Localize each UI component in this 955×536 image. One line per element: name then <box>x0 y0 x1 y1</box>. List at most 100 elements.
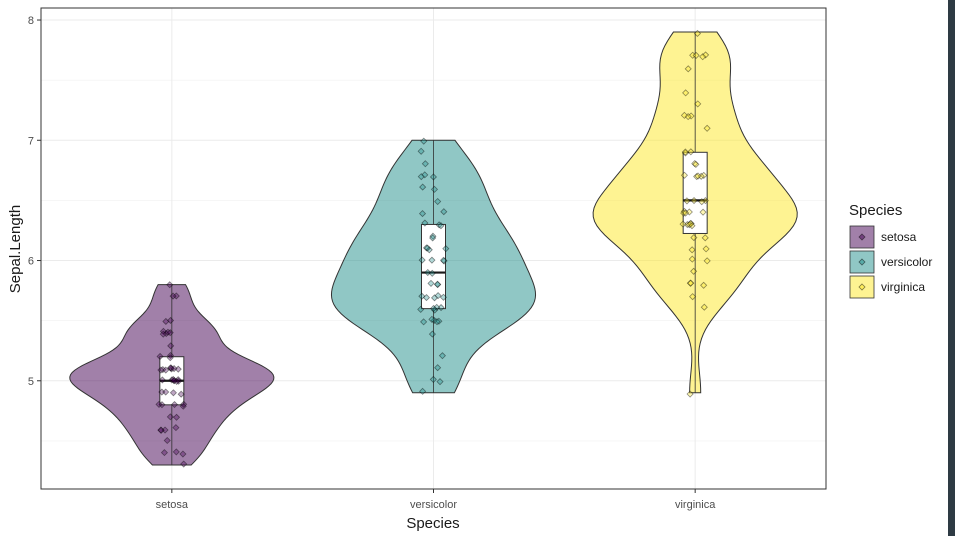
point-virginica <box>689 51 697 59</box>
point-virginica <box>685 221 693 229</box>
point-versicolor <box>442 245 450 253</box>
point-versicolor <box>428 330 436 338</box>
point-setosa <box>155 400 163 408</box>
point-virginica <box>688 222 696 230</box>
point-virginica <box>680 209 688 217</box>
point-setosa <box>169 292 177 300</box>
point-virginica <box>679 220 687 228</box>
y-tick-label: 5 <box>28 376 34 388</box>
point-versicolor <box>420 318 428 326</box>
point-versicolor <box>421 171 429 179</box>
point-setosa <box>162 388 170 396</box>
point-versicolor <box>429 232 437 240</box>
point-setosa <box>166 281 174 289</box>
point-versicolor <box>434 197 442 206</box>
point-setosa <box>172 413 181 421</box>
point-setosa <box>170 376 178 385</box>
point-versicolor <box>433 318 441 326</box>
point-setosa <box>168 365 176 373</box>
point-setosa <box>169 375 177 383</box>
point-versicolor <box>437 303 445 312</box>
point-setosa <box>166 413 174 421</box>
point-virginica <box>692 51 700 60</box>
x-tick-label: virginica <box>675 499 716 511</box>
point-virginica <box>694 100 702 108</box>
point-virginica <box>680 171 688 179</box>
point-versicolor <box>430 294 439 302</box>
point-versicolor <box>421 219 429 227</box>
point-virginica <box>682 89 690 97</box>
point-versicolor <box>439 293 448 301</box>
point-virginica <box>691 160 699 168</box>
point-virginica <box>690 196 698 205</box>
point-virginica <box>686 390 694 398</box>
point-setosa <box>157 366 165 374</box>
legend: Species setosa versicolor virginica <box>849 202 932 299</box>
point-versicolor <box>418 292 426 300</box>
window-edge-bar <box>948 0 955 536</box>
y-tick-label: 6 <box>28 256 34 268</box>
point-setosa <box>159 330 167 338</box>
point-virginica <box>681 149 690 157</box>
point-virginica <box>700 303 708 311</box>
point-versicolor <box>435 221 443 229</box>
point-setosa <box>172 448 180 456</box>
point-virginica <box>702 51 710 59</box>
point-versicolor <box>419 387 427 395</box>
point-versicolor <box>419 183 427 191</box>
point-versicolor <box>440 208 448 216</box>
point-versicolor <box>437 222 445 230</box>
point-setosa <box>170 365 178 373</box>
point-virginica <box>699 53 707 61</box>
boxplots-layer <box>159 32 708 465</box>
point-setosa <box>159 366 167 374</box>
point-versicolor <box>420 137 428 145</box>
point-setosa <box>177 390 185 398</box>
point-setosa <box>162 317 170 326</box>
point-setosa <box>162 366 170 374</box>
point-setosa <box>179 402 187 410</box>
legend-label-versicolor: versicolor <box>881 255 932 269</box>
point-setosa <box>158 401 166 409</box>
legend-label-setosa: setosa <box>881 230 917 244</box>
point-setosa <box>170 400 179 409</box>
y-axis-title: Sepal.Length <box>7 205 24 293</box>
point-setosa <box>166 364 174 372</box>
point-virginica <box>702 245 710 253</box>
point-virginica <box>680 207 688 215</box>
point-setosa <box>169 389 177 397</box>
point-virginica <box>687 112 695 120</box>
point-versicolor <box>421 160 429 168</box>
y-tick-label: 7 <box>28 135 34 147</box>
point-virginica <box>686 279 694 287</box>
point-versicolor <box>428 256 436 264</box>
point-virginica <box>699 208 707 216</box>
point-versicolor <box>417 173 425 181</box>
point-virginica <box>687 148 695 156</box>
point-virginica <box>698 198 706 206</box>
point-setosa <box>157 426 165 434</box>
point-virginica <box>685 208 693 216</box>
point-setosa <box>158 388 166 396</box>
point-setosa <box>172 292 180 300</box>
point-setosa <box>157 426 165 434</box>
point-setosa <box>162 329 170 338</box>
point-versicolor <box>434 292 442 300</box>
point-setosa <box>160 449 168 457</box>
point-virginica <box>690 267 698 275</box>
point-versicolor <box>439 256 448 264</box>
x-tick-label: setosa <box>156 499 189 511</box>
point-virginica <box>683 197 691 205</box>
point-versicolor <box>433 280 442 288</box>
point-virginica <box>684 65 692 73</box>
points-layer <box>155 29 711 468</box>
point-versicolor <box>422 294 431 302</box>
point-versicolor <box>417 305 425 313</box>
point-virginica <box>684 113 692 121</box>
point-versicolor <box>429 375 437 383</box>
point-virginica <box>701 197 709 205</box>
point-versicolor <box>427 279 435 287</box>
point-setosa <box>170 377 178 385</box>
point-versicolor <box>429 234 437 242</box>
point-versicolor <box>430 316 438 324</box>
